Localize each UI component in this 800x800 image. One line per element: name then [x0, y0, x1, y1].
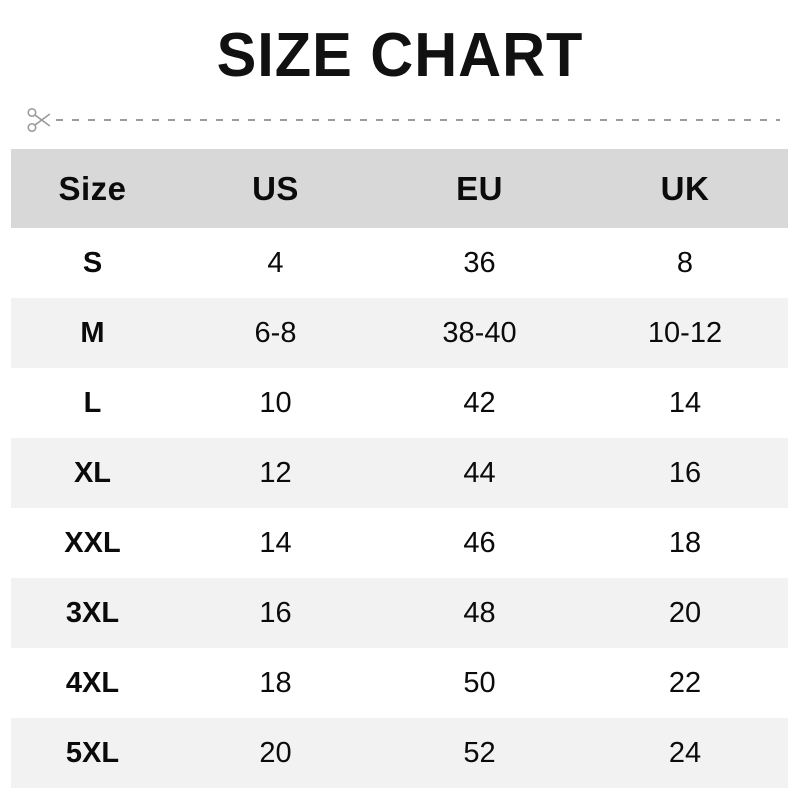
cell-size: 3XL	[65, 596, 120, 629]
cell-eu: 36	[463, 246, 496, 279]
column-header-uk: UK	[660, 169, 710, 207]
cell-size: L	[83, 386, 102, 419]
cell-eu: 44	[463, 456, 496, 489]
table-row: 4XL 18 50 22	[11, 648, 788, 718]
cell-uk: 20	[668, 596, 702, 629]
cell-uk: 8	[676, 246, 694, 279]
dashed-cut-line	[56, 119, 780, 121]
cell-eu: 48	[463, 596, 496, 629]
cell-us: 4	[267, 246, 284, 279]
table-row: 3XL 16 48 20	[11, 578, 788, 648]
cell-us: 12	[259, 456, 292, 489]
column-header-us: US	[252, 169, 299, 207]
cell-us: 18	[259, 666, 292, 699]
scissors-icon	[27, 107, 51, 133]
cell-eu: 46	[463, 526, 496, 559]
cell-uk: 22	[668, 666, 702, 699]
cell-us: 16	[259, 596, 292, 629]
cell-size: M	[80, 316, 105, 349]
cell-eu: 42	[463, 386, 496, 419]
cell-us: 10	[259, 386, 292, 419]
table-row: L 10 42 14	[11, 368, 788, 438]
table-row: S 4 36 8	[11, 228, 788, 298]
cell-uk: 16	[668, 456, 702, 489]
cell-size: S	[82, 246, 103, 279]
size-chart-table: Size US EU UK S 4 36 8 M 6-8 38-40 10-12…	[11, 149, 788, 788]
table-header-row: Size US EU UK	[11, 149, 788, 228]
cell-us: 6-8	[254, 316, 297, 349]
cell-us: 20	[259, 736, 292, 769]
cell-uk: 24	[668, 736, 702, 769]
cell-us: 14	[259, 526, 292, 559]
cell-eu: 52	[463, 736, 496, 769]
cut-line	[24, 104, 780, 136]
cell-eu: 38-40	[442, 316, 517, 349]
cell-uk: 10-12	[647, 316, 723, 349]
cell-uk: 18	[668, 526, 702, 559]
table-row: M 6-8 38-40 10-12	[11, 298, 788, 368]
table-row: 5XL 20 52 24	[11, 718, 788, 788]
table-row: XL 12 44 16	[11, 438, 788, 508]
cell-uk: 14	[668, 386, 702, 419]
column-header-size: Size	[58, 169, 127, 207]
table-row: XXL 14 46 18	[11, 508, 788, 578]
cell-eu: 50	[463, 666, 496, 699]
column-header-eu: EU	[456, 169, 503, 207]
cell-size: XXL	[64, 526, 121, 559]
cell-size: XL	[73, 456, 112, 489]
cell-size: 4XL	[65, 666, 120, 699]
page-title: SIZE CHART	[216, 21, 584, 90]
cell-size: 5XL	[65, 736, 120, 769]
